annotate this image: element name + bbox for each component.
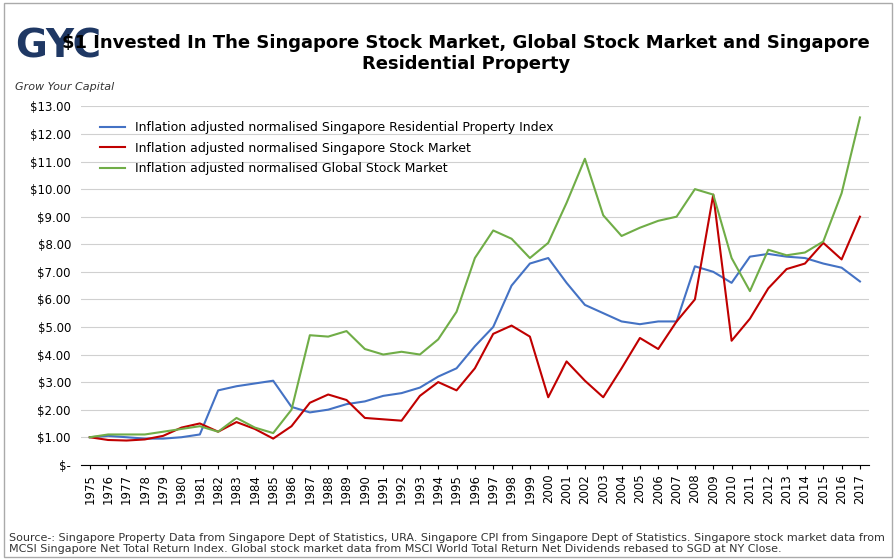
Text: GYC: GYC: [15, 27, 101, 66]
Text: $1 Invested In The Singapore Stock Market, Global Stock Market and Singapore
Res: $1 Invested In The Singapore Stock Marke…: [62, 34, 870, 73]
Legend: Inflation adjusted normalised Singapore Residential Property Index, Inflation ad: Inflation adjusted normalised Singapore …: [95, 116, 558, 180]
Text: Grow Your Capital: Grow Your Capital: [15, 82, 115, 92]
Text: Source-: Singapore Property Data from Singapore Dept of Statistics, URA. Singapo: Source-: Singapore Property Data from Si…: [9, 533, 885, 554]
